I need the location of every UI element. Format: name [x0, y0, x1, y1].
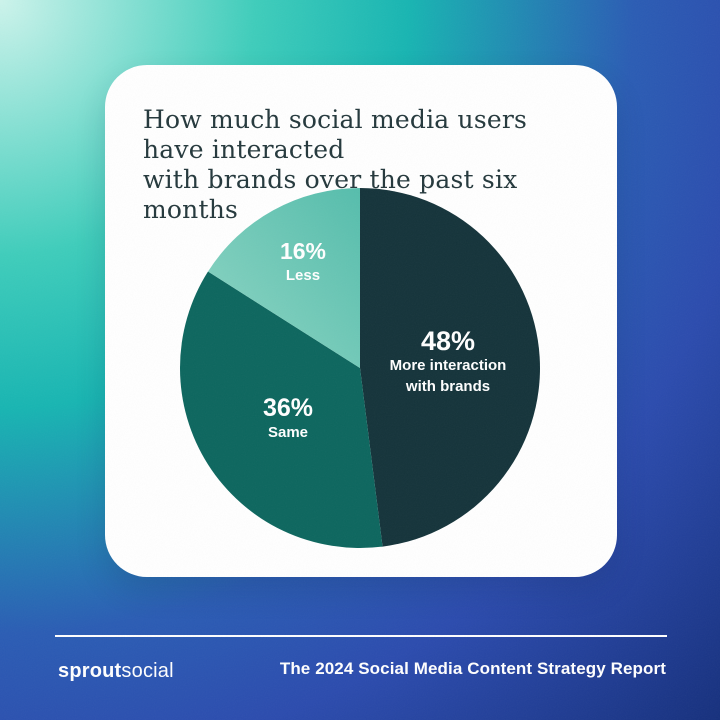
slice-label-more-interaction: 48% More interaction with brands: [348, 327, 548, 397]
slice-text-more-interaction-line-1: More interaction: [389, 357, 507, 374]
slice-value-same: 36%: [262, 394, 314, 422]
slice-value-less: 16%: [279, 238, 327, 264]
slice-text-more-interaction-line-2: with brands: [405, 378, 491, 395]
sprout-social-logo: sproutsocial: [58, 660, 174, 683]
slice-label-same: 36% Same: [208, 394, 368, 443]
slice-value-more-interaction: 48%: [420, 326, 476, 356]
slice-text-same: Same: [267, 424, 309, 441]
slice-text-less: Less: [285, 267, 321, 284]
report-title: The 2024 Social Media Content Strategy R…: [279, 659, 666, 678]
logo-text-social: social: [121, 660, 174, 682]
content-card: How much social media users have interac…: [105, 65, 617, 577]
logo-text-sprout: sprout: [58, 660, 122, 682]
slice-label-less: 16% Less: [223, 237, 383, 286]
chart-title-line-1: How much social media users have interac…: [143, 105, 528, 164]
footer-divider: [55, 635, 667, 637]
